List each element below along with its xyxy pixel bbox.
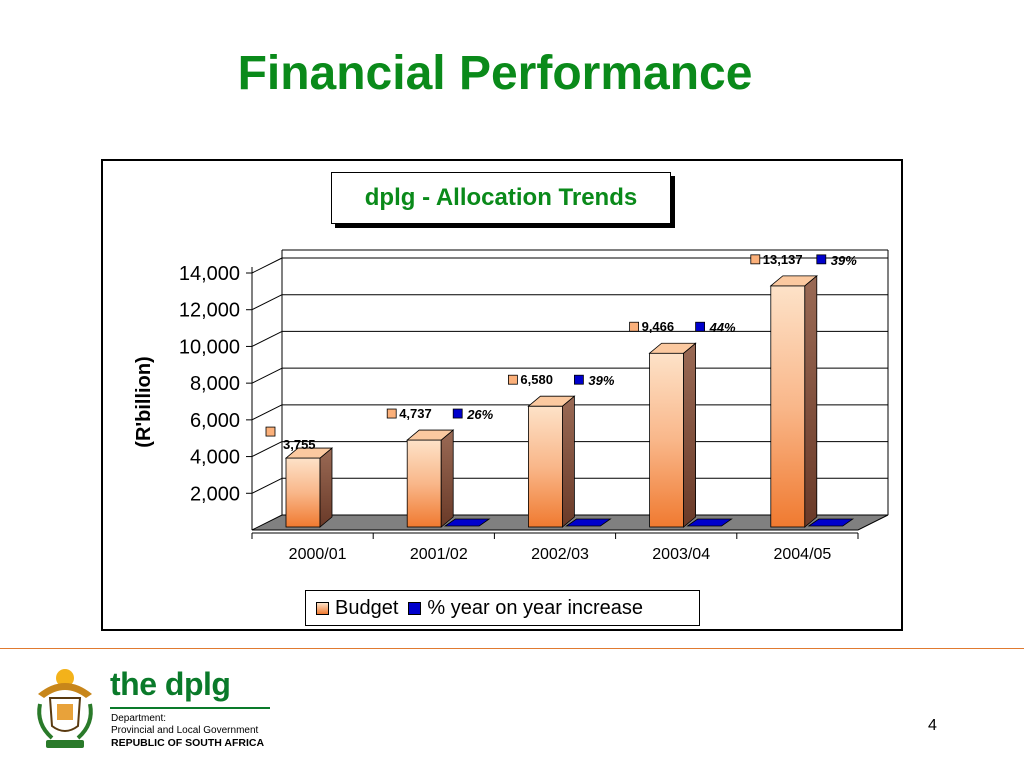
gridline-side-5 — [251, 294, 283, 311]
legend-swatch-budget — [316, 601, 329, 615]
x-tick-label: 2000/01 — [289, 546, 347, 563]
chart-title: dplg - Allocation Trends — [364, 184, 638, 211]
gridline-side-4 — [251, 330, 283, 347]
gridline-side-2 — [251, 404, 283, 421]
brand-name: the dplg — [110, 666, 231, 702]
x-tick-label: 2002/03 — [531, 546, 589, 563]
increase-label-marker — [574, 374, 584, 385]
legend-item-increase: % year on year increase — [408, 597, 643, 620]
page-number: 4 — [928, 717, 937, 734]
budget-value-label: 4,737 — [399, 406, 432, 421]
brand-divider — [110, 707, 270, 709]
chart-bars — [284, 274, 855, 528]
y-tick-label: 2,000 — [190, 483, 240, 505]
brand-country: REPUBLIC OF SOUTH AFRICA — [111, 737, 265, 749]
x-tick-label: 2001/02 — [410, 546, 468, 563]
gridline-side-6 — [251, 257, 283, 274]
budget-bar-side-2004/05 — [804, 274, 818, 528]
chart-labels: 3,755 4,737 26% 6,580 39% 9,466 44% 13,137 39% — [265, 252, 857, 452]
budget-label-marker — [750, 254, 761, 265]
increase-label-marker — [695, 321, 705, 332]
budget-bar-top-2001/02 — [406, 429, 455, 441]
brand-department-name: Provincial and Local Government — [111, 725, 259, 736]
footer-divider — [0, 648, 1024, 649]
y-tick-label: 12,000 — [179, 300, 240, 322]
budget-value-label: 3,755 — [283, 437, 316, 452]
chart-axes: 2,000 4,000 6,000 8,000 10,000 12,000 14,000 20… — [179, 263, 859, 563]
legend-swatch-increase — [408, 601, 422, 615]
x-tick-label: 2003/04 — [652, 546, 710, 563]
chart-title-box: dplg - Allocation Trends — [331, 172, 671, 224]
gridline-side-1 — [251, 441, 283, 458]
budget-bar-side-2000/01 — [319, 447, 333, 528]
increase-value-label: 26% — [466, 407, 493, 422]
increase-bar-2004/05 — [807, 518, 855, 527]
budget-bar-top-2000/01 — [284, 447, 334, 459]
budget-label-marker — [265, 426, 276, 437]
budget-bar-2000/01 — [285, 457, 321, 528]
budget-bar-top-2002/03 — [527, 395, 576, 407]
budget-bar-side-2001/02 — [440, 429, 454, 528]
budget-bar-side-2002/03 — [562, 395, 575, 528]
increase-value-label: 39% — [831, 253, 857, 268]
budget-bar-top-2004/05 — [769, 275, 818, 287]
legend-label-budget: Budget — [335, 596, 399, 619]
budget-bar-2002/03 — [528, 405, 563, 528]
brand-department-label: Department: — [111, 713, 167, 724]
budget-value-label: 13,137 — [763, 252, 803, 267]
increase-bar-2003/04 — [686, 518, 733, 527]
budget-bar-2004/05 — [770, 285, 806, 528]
y-tick-label: 14,000 — [179, 263, 240, 285]
budget-label-marker — [386, 408, 397, 419]
budget-value-label: 6,580 — [520, 372, 553, 387]
x-tick-label: 2004/05 — [773, 546, 831, 563]
y-tick-label: 10,000 — [179, 336, 240, 358]
y-tick-label: 6,000 — [190, 410, 240, 432]
budget-bar-side-2003/04 — [683, 342, 696, 528]
budget-bar-2001/02 — [406, 439, 442, 528]
legend-label-increase: % year on year increase — [427, 596, 644, 619]
y-tick-label: 8,000 — [190, 373, 240, 395]
budget-value-label: 9,466 — [642, 319, 675, 334]
chart-frame — [101, 159, 903, 631]
increase-label-marker — [816, 254, 827, 265]
y-tick-label: 4,000 — [190, 447, 240, 469]
gridline-side-0 — [251, 477, 283, 494]
budget-label-marker — [629, 321, 639, 332]
budget-label-marker — [507, 374, 518, 385]
increase-bar-2002/03 — [565, 518, 612, 527]
budget-bar-2003/04 — [649, 352, 684, 528]
y-axis-label: (R'billion) — [133, 356, 155, 447]
increase-label-marker — [452, 408, 463, 419]
chart-legend: Budget % year on year increase — [305, 590, 700, 626]
slide-title: Financial Performance — [237, 47, 753, 100]
legend-item-budget: Budget — [316, 597, 398, 620]
increase-value-label: 44% — [709, 320, 736, 335]
budget-bar-top-2003/04 — [648, 342, 697, 354]
increase-value-label: 39% — [588, 373, 614, 388]
coat-of-arms-logo — [37, 669, 93, 748]
increase-bar-2001/02 — [443, 518, 491, 527]
gridline-side-3 — [251, 367, 283, 384]
